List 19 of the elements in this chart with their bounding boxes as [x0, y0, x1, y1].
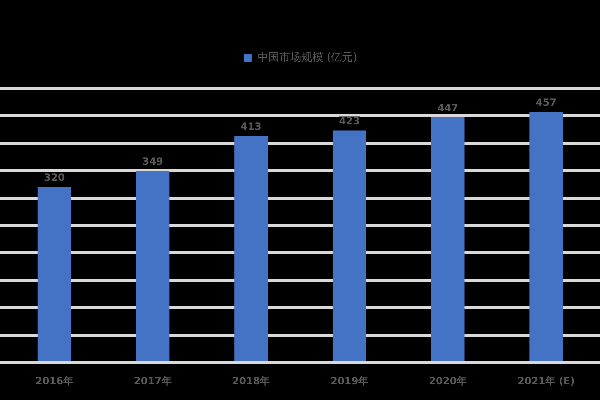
- data-label: 457: [536, 98, 557, 110]
- bar: [136, 171, 170, 362]
- data-label: 423: [339, 116, 360, 128]
- data-label: 413: [240, 122, 262, 134]
- data-label: 320: [44, 173, 66, 184]
- data-label: 349: [142, 157, 164, 168]
- bar: [431, 118, 465, 362]
- x-tick-label: 2018年: [232, 376, 270, 388]
- x-tick-label: 2017年: [134, 376, 172, 388]
- data-label: 447: [438, 104, 459, 115]
- bar: [332, 130, 366, 362]
- legend-label: 中国市场规模 (亿元): [257, 50, 358, 65]
- bar: [234, 136, 268, 362]
- x-tick-label: 2021年 (E): [518, 376, 576, 388]
- bar: [530, 112, 564, 362]
- x-tick-label: 2020年: [429, 376, 467, 388]
- x-tick-label: 2019年: [330, 376, 369, 388]
- x-tick-label: 2016年: [36, 376, 74, 388]
- bar: [38, 187, 72, 362]
